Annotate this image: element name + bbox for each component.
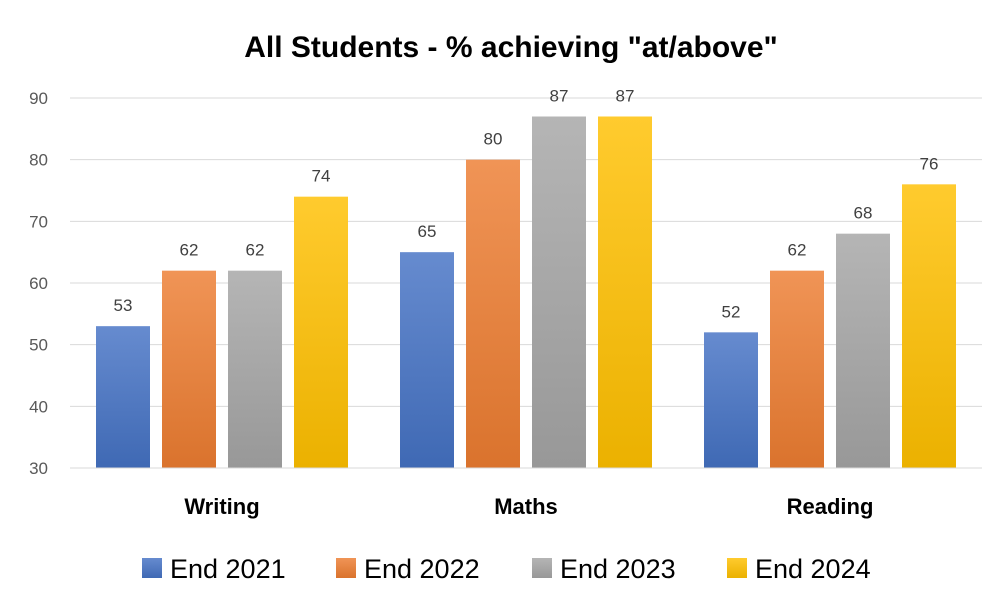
data-label-writing-end-2023: 62 (246, 241, 265, 260)
legend-swatch-end-2023 (532, 558, 552, 578)
y-tick-label: 60 (29, 274, 48, 293)
legend-label-end-2021: End 2021 (170, 554, 286, 584)
legend-swatch-end-2024 (727, 558, 747, 578)
data-label-reading-end-2022: 62 (788, 241, 807, 260)
y-tick-label: 40 (29, 397, 48, 416)
bar-writing-end-2023 (228, 270, 282, 468)
y-tick-label: 80 (29, 151, 48, 170)
legend-label-end-2024: End 2024 (755, 554, 871, 584)
y-tick-label: 30 (29, 459, 48, 478)
y-tick-label: 50 (29, 336, 48, 355)
chart-title: All Students - % achieving "at/above" (244, 31, 778, 64)
data-label-writing-end-2021: 53 (114, 296, 133, 315)
legend-label-end-2023: End 2023 (560, 554, 676, 584)
data-label-maths-end-2024: 87 (616, 87, 635, 106)
x-tick-label-writing: Writing (184, 494, 259, 519)
data-label-reading-end-2023: 68 (854, 204, 873, 223)
legend-swatch-end-2021 (142, 558, 162, 578)
legend-swatch-end-2022 (336, 558, 356, 578)
bar-maths-end-2024 (598, 116, 652, 468)
data-label-writing-end-2022: 62 (180, 241, 199, 260)
data-label-maths-end-2023: 87 (550, 87, 569, 106)
bar-writing-end-2022 (162, 270, 216, 468)
bar-reading-end-2023 (836, 233, 890, 468)
bar-reading-end-2021 (704, 332, 758, 468)
data-label-writing-end-2024: 74 (312, 167, 331, 186)
bar-maths-end-2021 (400, 252, 454, 468)
legend: End 2021 End 2022 End 2023 End 2024 (142, 554, 871, 584)
data-labels: 53 62 62 74 65 80 87 87 52 62 68 76 (114, 87, 939, 322)
data-label-reading-end-2021: 52 (722, 302, 741, 321)
y-axis: 30 40 50 60 70 80 90 (29, 89, 48, 478)
bars (96, 116, 956, 469)
y-tick-label: 90 (29, 89, 48, 108)
data-label-maths-end-2021: 65 (418, 222, 437, 241)
bar-maths-end-2022 (466, 159, 520, 468)
x-axis: Writing Maths Reading (70, 467, 982, 519)
data-label-reading-end-2024: 76 (920, 154, 939, 173)
data-label-maths-end-2022: 80 (484, 130, 503, 149)
x-tick-label-maths: Maths (494, 494, 558, 519)
bar-writing-end-2021 (96, 326, 150, 468)
gridlines (70, 97, 982, 469)
x-tick-label-reading: Reading (787, 494, 874, 519)
bar-writing-end-2024 (294, 196, 348, 468)
legend-label-end-2022: End 2022 (364, 554, 480, 584)
bar-maths-end-2023 (532, 116, 586, 468)
y-tick-label: 70 (29, 212, 48, 231)
bar-reading-end-2022 (770, 270, 824, 468)
bar-reading-end-2024 (902, 184, 956, 469)
